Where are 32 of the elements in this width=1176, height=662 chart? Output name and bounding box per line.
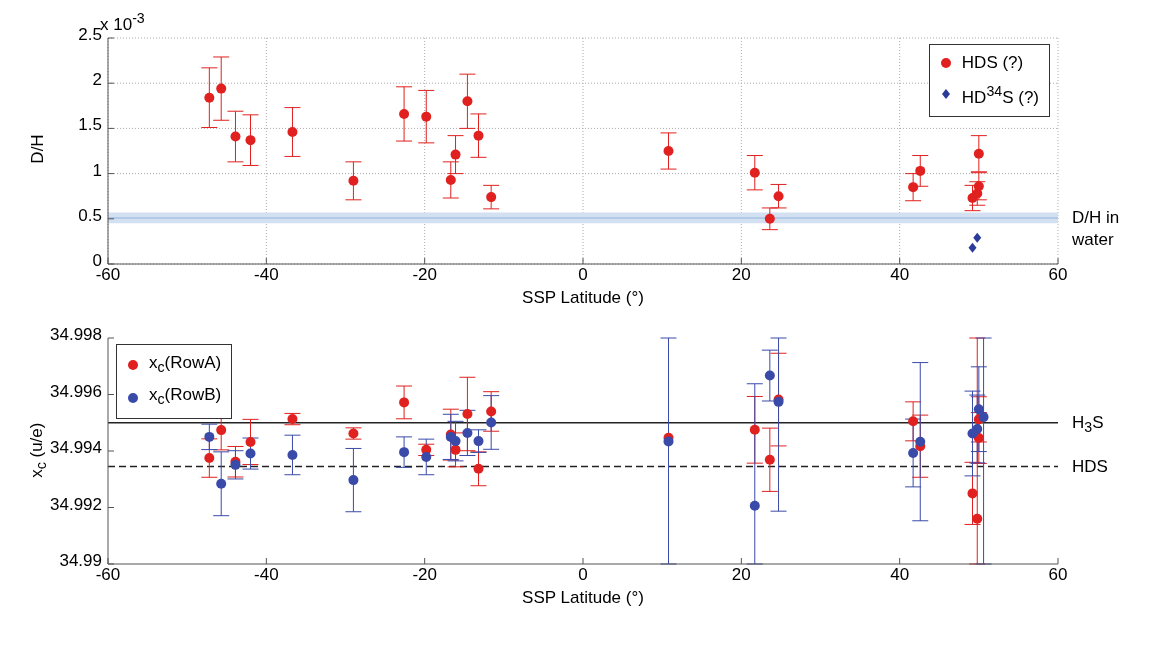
ref-line-label: D/H in water [1072,207,1120,249]
x-axis-title: SSP Latitude (°) [522,588,644,607]
x-tick-label: 40 [890,265,910,285]
y-tick-label: 34.996 [50,381,102,401]
x-axis-title: SSP Latitude (°) [522,288,644,307]
ref-line-label: HDS [1072,456,1108,476]
legend-label: x$_{c}$(RowA) [149,352,222,378]
legend-label: x$_{c}$(RowB) [149,384,222,410]
y-axis-title: D/H [28,134,47,164]
x-tick-label: 0 [578,565,588,585]
ref-line-label: H$_{3}$S [1072,412,1104,436]
legend-label: HDS (?) [961,52,1024,74]
y-tick-label: 1 [92,160,102,180]
x-tick-label: 40 [890,565,910,585]
y-tick-label: 1.5 [78,115,102,135]
y-tick-label: 2 [92,70,102,90]
y-tick-label: 34.992 [50,494,102,514]
y-tick-label: 0.5 [78,205,102,225]
legend-label: HD$^{34}$S (?) [961,82,1039,109]
x-tick-label: -40 [254,265,279,285]
y-tick-label: 34.994 [50,438,102,458]
x-tick-label: 0 [578,265,588,285]
x-tick-label: -40 [254,565,279,585]
y-tick-label: 2.5 [78,25,102,45]
x-tick-label: 60 [1048,265,1068,285]
y-tick-label: 34.998 [50,325,102,345]
x-tick-label: -20 [412,565,437,585]
text: x 10$^{-3}$ [100,10,145,34]
x-tick-label: 20 [731,565,751,585]
x-tick-label: 20 [731,265,751,285]
x-tick-label: -20 [412,265,437,285]
x-tick-label: 60 [1048,565,1068,585]
